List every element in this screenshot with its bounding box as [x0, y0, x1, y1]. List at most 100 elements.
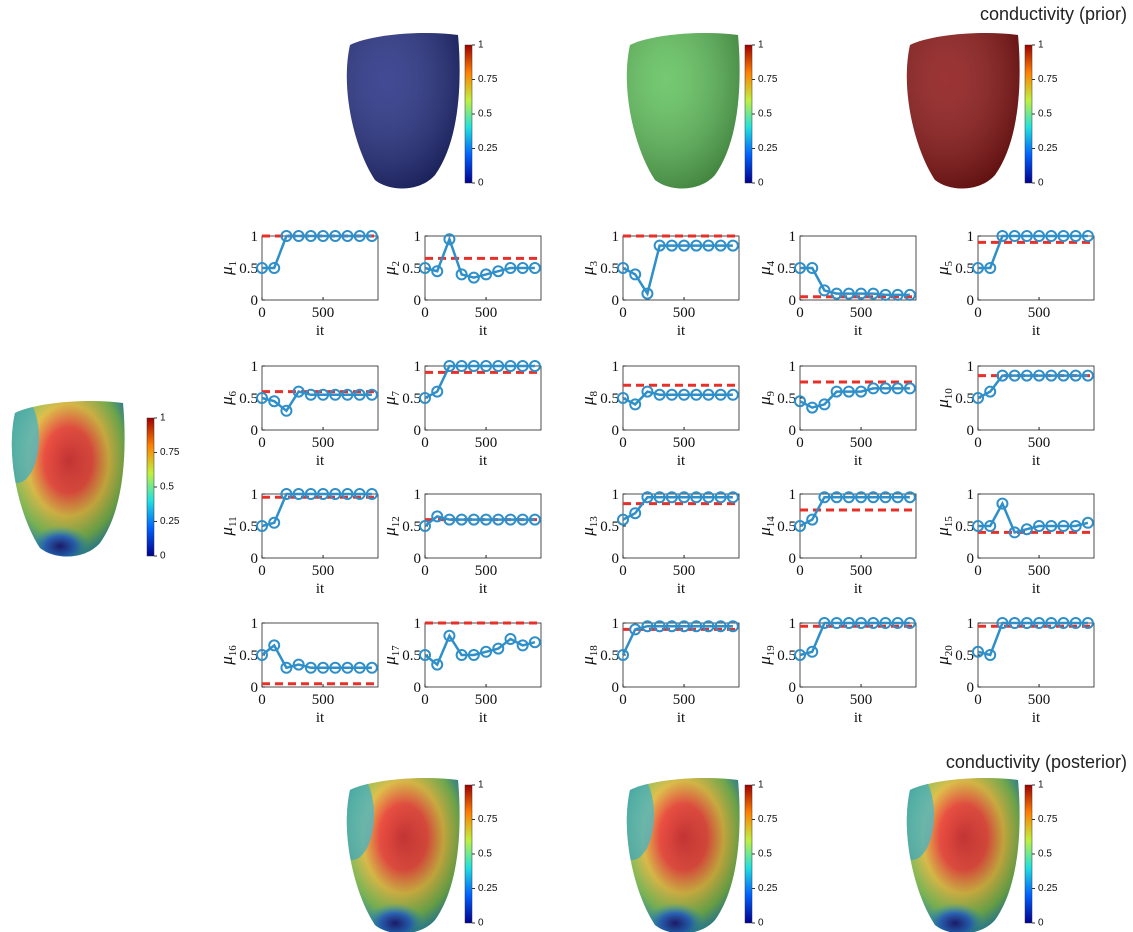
- y-tick-label: 0.5: [955, 261, 974, 277]
- true-heart: [0, 393, 125, 566]
- y-tick-label: 0: [789, 293, 797, 309]
- y-tick-label: 0: [967, 551, 975, 567]
- x-axis-label: it: [479, 323, 488, 339]
- y-tick-label: 0: [967, 680, 975, 696]
- y-tick-label: 1: [414, 359, 422, 375]
- y-tick-label: 1: [612, 616, 620, 632]
- y-tick-label: 1: [612, 229, 620, 245]
- x-tick-label: 0: [258, 692, 266, 708]
- x-tick-label: 500: [1028, 692, 1051, 708]
- colorbar-tick-label: 1: [160, 413, 166, 424]
- y-axis-subscript: 11: [227, 516, 239, 527]
- x-axis-label: it: [1032, 323, 1041, 339]
- y-axis-subscript: 9: [765, 390, 777, 396]
- colorbar: [745, 45, 752, 183]
- prior-heart-3: [907, 33, 1020, 188]
- y-axis-label: μ10: [933, 388, 955, 409]
- x-tick-label: 0: [619, 305, 627, 321]
- y-tick-label: 0: [612, 423, 620, 439]
- x-tick-label: 500: [475, 692, 498, 708]
- colorbar-tick-label: 0.5: [478, 849, 492, 860]
- y-axis-subscript: 19: [765, 645, 777, 657]
- x-tick-label: 0: [974, 435, 982, 451]
- x-tick-label: 500: [475, 435, 498, 451]
- colorbar-tick-label: 1: [478, 780, 484, 791]
- y-tick-label: 0.5: [777, 391, 796, 407]
- colorbar-tick-label: 1: [758, 40, 764, 51]
- y-tick-label: 0: [414, 293, 422, 309]
- x-axis-label: it: [677, 710, 686, 726]
- x-tick-label: 0: [974, 563, 982, 579]
- y-axis-label: μ3: [578, 260, 600, 276]
- posterior-heart-1: [330, 770, 460, 932]
- colorbar-tick-label: 0: [478, 918, 484, 929]
- y-tick-label: 0.5: [239, 519, 258, 535]
- x-axis-label: it: [1032, 581, 1041, 597]
- axes-frame: [800, 623, 916, 687]
- y-axis-subscript: 6: [227, 390, 239, 396]
- x-tick-label: 500: [850, 692, 873, 708]
- y-axis-symbol: μ: [578, 656, 597, 666]
- x-tick-label: 500: [1028, 563, 1051, 579]
- y-tick-label: 1: [414, 616, 422, 632]
- colorbar-tick-label: 0.75: [478, 74, 498, 85]
- x-tick-label: 0: [974, 305, 982, 321]
- y-axis-subscript: 20: [943, 645, 955, 657]
- y-tick-label: 1: [251, 616, 259, 632]
- x-tick-label: 0: [796, 563, 804, 579]
- y-axis-label: μ9: [755, 390, 777, 406]
- colorbar-tick-label: 0.25: [1038, 883, 1058, 894]
- x-tick-label: 500: [475, 305, 498, 321]
- y-axis-subscript: 3: [588, 260, 600, 266]
- colorbar-tick-label: 0: [1038, 178, 1044, 189]
- y-tick-label: 1: [789, 616, 797, 632]
- colorbar-tick-label: 0.5: [758, 109, 772, 120]
- x-tick-label: 0: [796, 305, 804, 321]
- x-tick-label: 500: [673, 435, 696, 451]
- y-axis-label: μ5: [933, 260, 955, 276]
- y-axis-symbol: μ: [933, 399, 952, 409]
- colorbar-tick-label: 0: [758, 178, 764, 189]
- x-tick-label: 0: [421, 563, 429, 579]
- colorbar-tick-label: 0.75: [758, 814, 778, 825]
- y-axis-label: μ12: [380, 516, 402, 537]
- x-tick-label: 0: [258, 305, 266, 321]
- y-axis-label: μ19: [755, 645, 777, 666]
- y-axis-subscript: 15: [943, 516, 955, 528]
- colorbar-tick-label: 0.25: [758, 883, 778, 894]
- y-tick-label: 0: [789, 423, 797, 439]
- x-axis-label: it: [854, 581, 863, 597]
- colorbar-tick-label: 0.5: [1038, 109, 1052, 120]
- y-axis-symbol: μ: [933, 266, 952, 276]
- axes-frame: [623, 623, 739, 687]
- y-axis-label: μ2: [380, 261, 402, 276]
- y-axis-label: μ20: [933, 645, 955, 666]
- x-tick-label: 0: [619, 692, 627, 708]
- posterior-heart-2: [610, 770, 740, 932]
- y-tick-label: 0.5: [777, 519, 796, 535]
- y-axis-label: μ16: [217, 645, 239, 666]
- y-tick-label: 1: [414, 229, 422, 245]
- y-axis-symbol: μ: [755, 527, 774, 537]
- colorbar: [1025, 785, 1032, 923]
- y-tick-label: 1: [967, 487, 975, 503]
- y-axis-symbol: μ: [578, 266, 597, 276]
- colorbar: [1025, 45, 1032, 183]
- y-axis-label: μ15: [933, 516, 955, 537]
- y-tick-label: 0.5: [777, 648, 796, 664]
- x-tick-label: 500: [1028, 435, 1051, 451]
- x-axis-label: it: [677, 581, 686, 597]
- y-tick-label: 1: [967, 616, 975, 632]
- x-tick-label: 0: [974, 692, 982, 708]
- x-axis-label: it: [677, 453, 686, 469]
- y-tick-label: 1: [612, 487, 620, 503]
- x-axis-label: it: [677, 323, 686, 339]
- y-axis-subscript: 12: [390, 516, 402, 527]
- y-tick-label: 0.5: [239, 261, 258, 277]
- y-axis-label: μ13: [578, 516, 600, 537]
- y-axis-symbol: μ: [380, 656, 399, 666]
- y-tick-label: 1: [251, 359, 259, 375]
- y-tick-label: 1: [414, 487, 422, 503]
- y-axis-label: μ7: [380, 390, 402, 406]
- y-axis-symbol: μ: [755, 396, 774, 406]
